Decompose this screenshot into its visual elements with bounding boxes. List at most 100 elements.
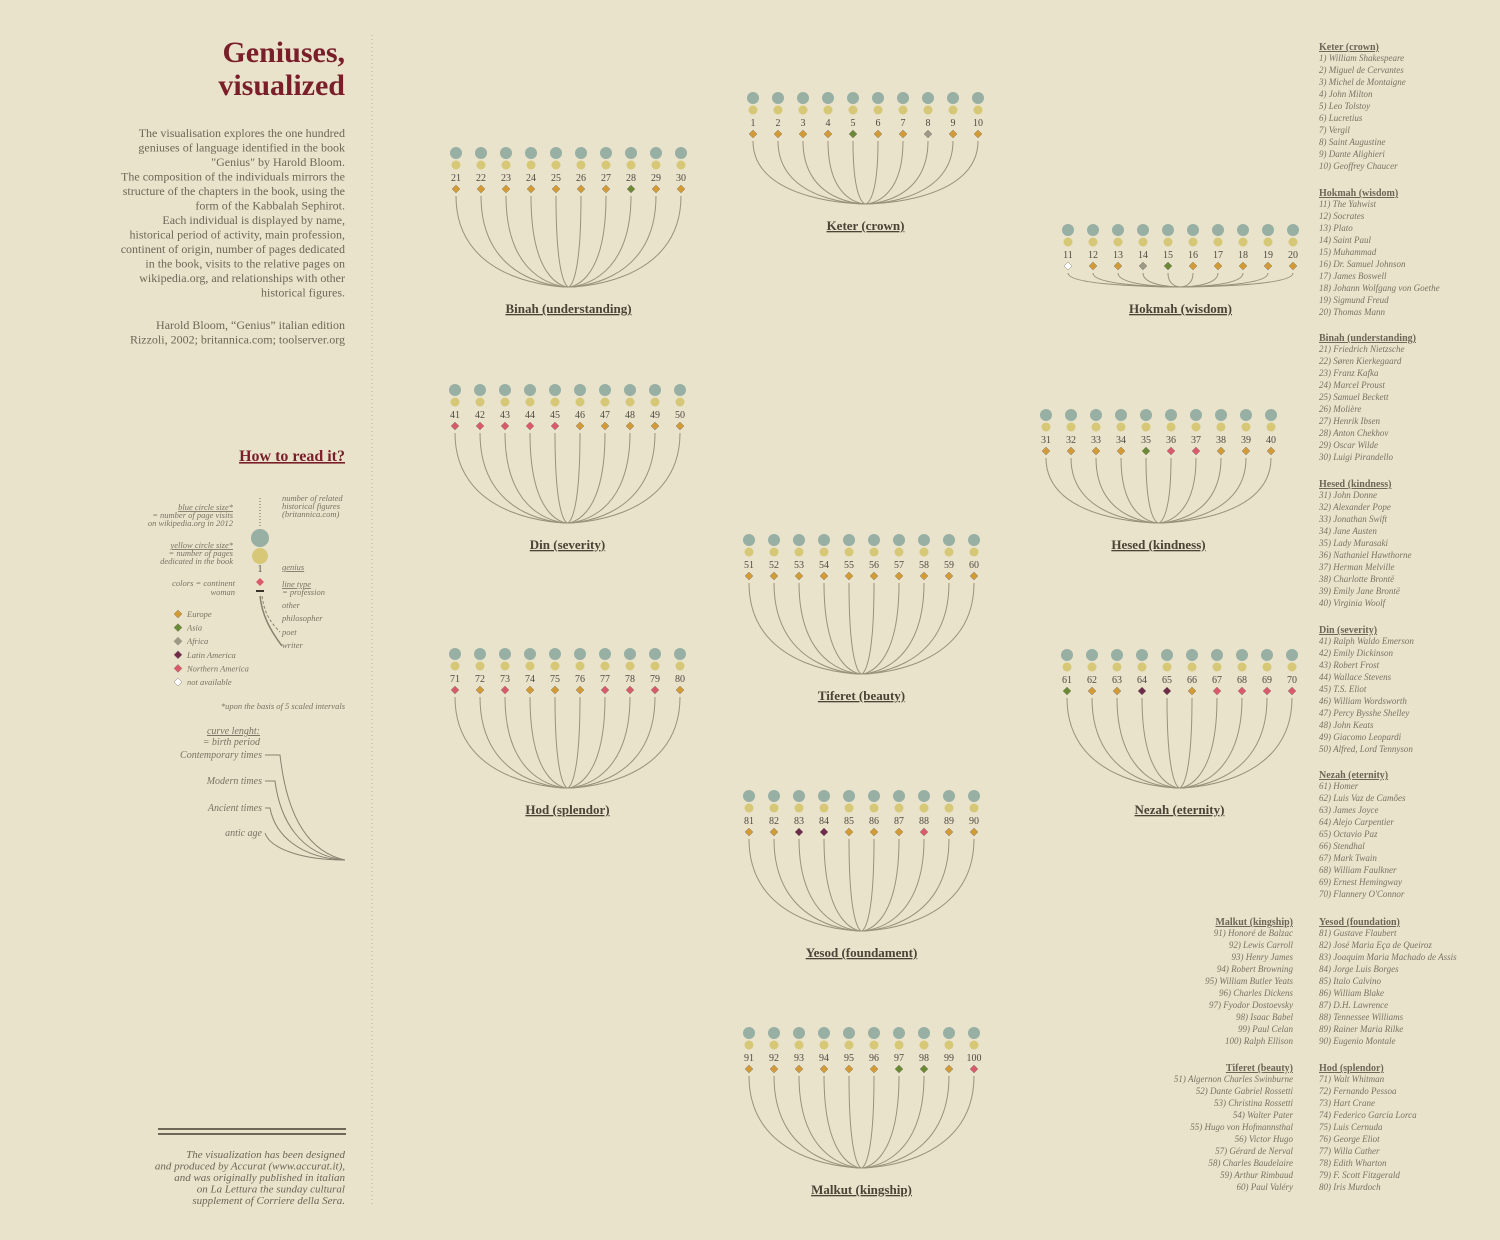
- continent-diamond: [919, 1064, 929, 1074]
- continent-label: Africa: [186, 636, 208, 646]
- blue-circle: [972, 92, 984, 104]
- blue-circle: [843, 1027, 855, 1039]
- genius-number: 40: [1266, 435, 1276, 446]
- genius-number: 75: [550, 674, 560, 685]
- yellow-circle: [1088, 237, 1098, 247]
- continent-diamond: [1188, 261, 1198, 271]
- genius-number: 6: [876, 118, 881, 129]
- legend-note: *upon the basis of 5 scaled intervals: [221, 701, 346, 711]
- list-heading: Binah (understanding): [1319, 333, 1416, 344]
- continent-diamond: [1141, 446, 1151, 456]
- blue-circle: [922, 92, 934, 104]
- yellow-circle: [898, 105, 908, 115]
- legend-text: = birth period: [203, 737, 261, 748]
- genius-number: 87: [894, 816, 904, 827]
- yellow-circle: [773, 105, 783, 115]
- genius-number: 46: [575, 410, 585, 421]
- yellow-circle: [748, 105, 758, 115]
- continent-diamond: [525, 421, 535, 431]
- list-entry: 29) Oscar Wilde: [1319, 440, 1378, 450]
- genius-number: 100: [967, 1053, 982, 1064]
- list-entry: 10) Geoffrey Chaucer: [1319, 161, 1398, 171]
- list-entry: 98) Isaac Babel: [1236, 1012, 1293, 1022]
- list-entry: 88) Tennessee Williams: [1319, 1012, 1404, 1022]
- list-entry: 57) Gérard de Nerval: [1215, 1146, 1293, 1156]
- continent-diamond: [1263, 261, 1273, 271]
- continent-diamond: [476, 184, 486, 194]
- list-heading: Hesed (kindness): [1319, 479, 1392, 490]
- continent-diamond: [626, 184, 636, 194]
- description: The composition of the individuals mirro…: [121, 170, 345, 184]
- genius-number: 5: [851, 118, 856, 129]
- continent-label: Europe: [186, 609, 212, 619]
- genius-number: 61: [1062, 675, 1072, 686]
- continent-diamond: [869, 571, 879, 581]
- list-heading: Hokmah (wisdom): [1319, 188, 1398, 199]
- blue-circle: [743, 790, 755, 802]
- genius-number: 33: [1091, 435, 1101, 446]
- yellow-circle: [500, 397, 510, 407]
- list-entry: 58) Charles Baudelaire: [1208, 1158, 1293, 1168]
- yellow-circle: [1041, 422, 1051, 432]
- blue-circle: [674, 648, 686, 660]
- description: Each individual is displayed by name,: [162, 213, 345, 227]
- sephirah-name: Binah (understanding): [505, 301, 631, 316]
- blue-circle: [1137, 224, 1149, 236]
- blue-circle: [624, 648, 636, 660]
- list-entry: 21) Friedrich Nietzsche: [1319, 344, 1404, 354]
- genius-number: 99: [944, 1053, 954, 1064]
- continent-diamond: [1216, 446, 1226, 456]
- continent-diamond: [550, 421, 560, 431]
- genius-number: 50: [675, 410, 685, 421]
- yellow-circle: [844, 547, 854, 557]
- continent-label: Latin America: [186, 650, 236, 660]
- yellow-circle: [1112, 662, 1122, 672]
- genius-number: 77: [600, 674, 610, 685]
- blue-circle: [818, 790, 830, 802]
- yellow-circle: [601, 160, 611, 170]
- continent-diamond: [794, 827, 804, 837]
- continent-diamond: [1237, 686, 1247, 696]
- curve: [865, 140, 979, 205]
- genius-number: 37: [1191, 435, 1201, 446]
- continent-label: Asia: [186, 623, 202, 633]
- continent-swatch: [173, 609, 183, 619]
- blue-circle: [768, 534, 780, 546]
- blue-circle: [1262, 224, 1274, 236]
- blue-circle: [1240, 409, 1252, 421]
- list-entry: 13) Plato: [1319, 223, 1353, 233]
- curve: [861, 1075, 975, 1169]
- genius-number: 45: [550, 410, 560, 421]
- blue-circle: [868, 1027, 880, 1039]
- list-entry: 63) James Joyce: [1319, 805, 1378, 815]
- list-entry: 17) James Boswell: [1319, 271, 1387, 281]
- continent-diamond: [501, 184, 511, 194]
- blue-circle: [1040, 409, 1052, 421]
- yellow-circle: [525, 661, 535, 671]
- yellow-circle: [575, 661, 585, 671]
- blue-circle: [1211, 649, 1223, 661]
- list-entry: 38) Charlotte Brontë: [1318, 574, 1395, 584]
- yellow-circle: [1066, 422, 1076, 432]
- credit: and produced by Accurat (www.accurat.it)…: [155, 1161, 345, 1173]
- genius-number: 29: [651, 173, 661, 184]
- genius-number: 30: [676, 173, 686, 184]
- period-curves: [264, 754, 346, 861]
- list-entry: 43) Robert Frost: [1319, 660, 1380, 670]
- blue-circle: [793, 1027, 805, 1039]
- legend-diamond: [256, 578, 264, 586]
- blue-circle: [500, 147, 512, 159]
- list-entry: 50) Alfred, Lord Tennyson: [1319, 744, 1413, 754]
- continent-diamond: [798, 129, 808, 139]
- genius-number: 81: [744, 816, 754, 827]
- curve: [1158, 457, 1272, 524]
- legend-text: = number of page visits: [152, 510, 234, 520]
- genius-number: 52: [769, 560, 779, 571]
- yellow-circle: [1188, 237, 1198, 247]
- description: form of the Kabbalah Sephirot.: [195, 199, 345, 213]
- genius-number: 59: [944, 560, 954, 571]
- continent-diamond: [848, 129, 858, 139]
- continent-diamond: [773, 129, 783, 139]
- list-entry: 1) William Shakespeare: [1319, 53, 1404, 63]
- legend-text: poet: [281, 627, 297, 637]
